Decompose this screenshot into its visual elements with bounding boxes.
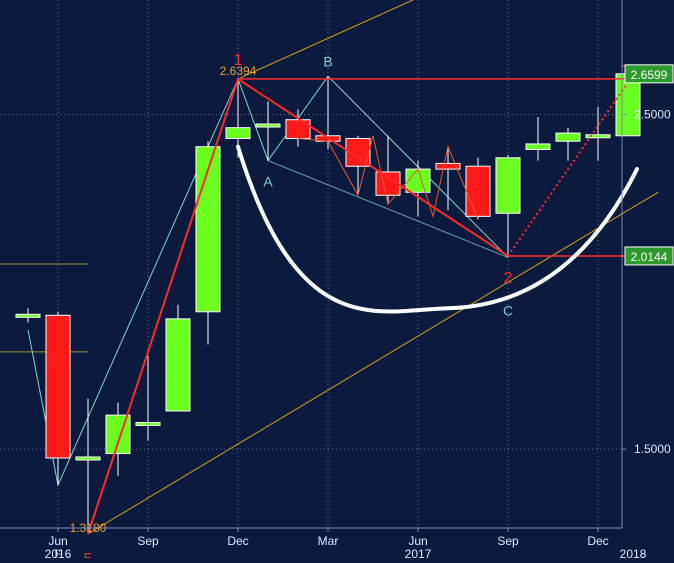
channel-lower-line [87, 191, 659, 535]
candle-body [465, 165, 491, 217]
letter-label: F [54, 547, 61, 558]
minor-zigzag-line [297, 135, 479, 220]
x-tick-label: Mar [318, 534, 339, 548]
candle-body [435, 162, 461, 170]
candle-body [525, 143, 551, 150]
candle-body [495, 157, 521, 214]
projection-dotted-line [507, 73, 635, 257]
candle-body [105, 414, 131, 455]
candle-body [255, 123, 281, 128]
x-tick-label: Sep [497, 534, 519, 548]
harmonic-leg-line [267, 160, 509, 258]
price-label: 2.6394 [220, 64, 257, 78]
candle-body [195, 146, 221, 313]
price-tag-box [624, 246, 674, 266]
x-tick-label: Dec [587, 534, 608, 548]
candle-body [165, 318, 191, 412]
x-tick-label: Jun [408, 534, 427, 548]
wave-label: 2 [504, 270, 513, 287]
wave-label: 1 [234, 52, 243, 69]
candle-body [585, 134, 611, 139]
wave-label: 5 [84, 551, 93, 558]
x-year-label: 2017 [405, 547, 432, 558]
candle-body [225, 127, 251, 139]
x-tick-label: Dec [227, 534, 248, 548]
x-tick-label: Sep [137, 534, 159, 548]
price-tag-box [624, 64, 674, 84]
x-year-label: 2018 [620, 547, 647, 558]
cup-arc [236, 144, 639, 314]
candle-body [555, 132, 581, 142]
y-tick-label: 1.5000 [634, 442, 671, 456]
candle-body [285, 119, 311, 139]
x-tick-label: Jun [48, 534, 67, 548]
candle-body [135, 421, 161, 426]
wave-zigzag-line [87, 77, 509, 535]
price-tag-label: 2.0144 [631, 250, 668, 264]
harmonic-label: A [263, 174, 273, 190]
x-year-label: 2016 [45, 547, 72, 558]
harmonic-label: B [323, 53, 332, 69]
channel-upper-line [237, 0, 415, 80]
candle-body [15, 313, 41, 318]
harmonic-label: C [503, 302, 513, 318]
candle-body [45, 314, 71, 459]
y-tick-label: 2.5000 [634, 107, 671, 121]
price-tag-label: 2.6599 [631, 68, 668, 82]
candle-body [75, 456, 101, 461]
candle-body [405, 168, 431, 193]
harmonic-pattern-line [27, 75, 509, 487]
